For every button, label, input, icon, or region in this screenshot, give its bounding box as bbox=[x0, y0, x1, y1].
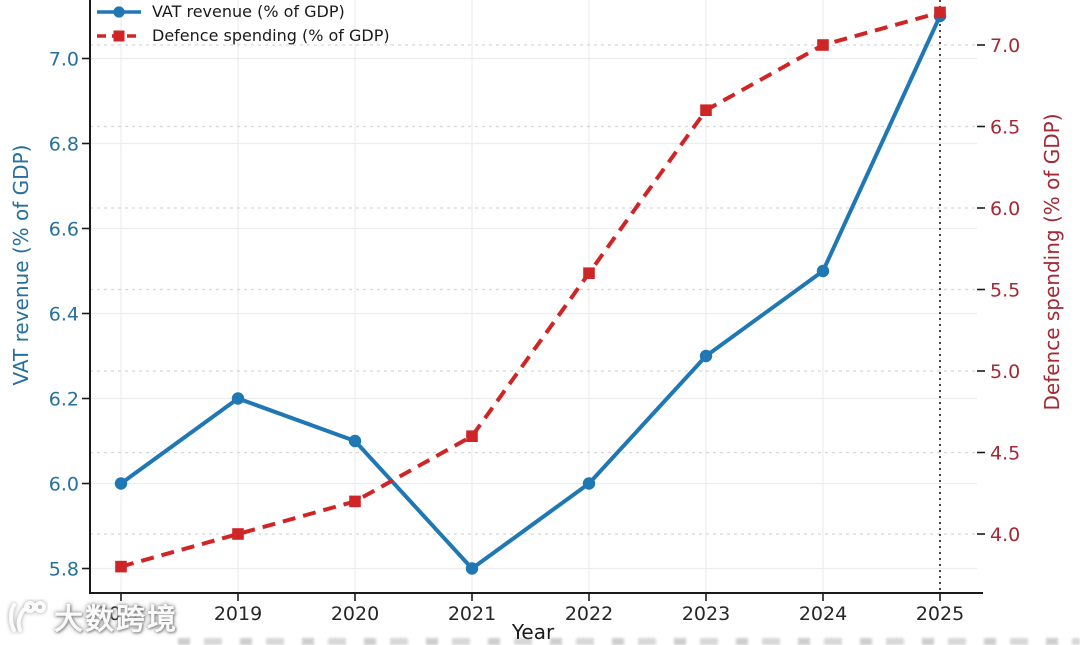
defence-spending-of-gdp-marker bbox=[232, 528, 244, 540]
cropped-text-remnant bbox=[178, 638, 1080, 645]
axes-layer bbox=[82, 0, 985, 601]
vat-revenue-of-gdp-marker bbox=[582, 477, 596, 490]
x-tick-label: 2024 bbox=[799, 603, 847, 625]
defence-spending-of-gdp-marker bbox=[349, 495, 361, 508]
vat-revenue-of-gdp-marker bbox=[816, 264, 830, 278]
x-tick-label: 2023 bbox=[682, 603, 730, 625]
right-axis-title: Defence spending (% of GDP) bbox=[1040, 113, 1064, 411]
vat-revenue-of-gdp-marker bbox=[114, 477, 128, 490]
left-tick-label: 6.6 bbox=[49, 219, 79, 241]
left-tick-label: 6.0 bbox=[49, 474, 79, 496]
grid-layer bbox=[90, 0, 977, 593]
defence-spending-of-gdp-marker bbox=[466, 430, 478, 442]
x-tick-label: 2025 bbox=[916, 603, 964, 625]
defence-spending-of-gdp-marker bbox=[583, 267, 595, 279]
x-tick-label: 2019 bbox=[214, 603, 262, 625]
defence-spending-of-gdp-marker bbox=[700, 104, 712, 116]
left-axis-title: VAT revenue (% of GDP) bbox=[9, 144, 33, 386]
vat-revenue-of-gdp-marker bbox=[231, 392, 245, 405]
vat-revenue-of-gdp-marker bbox=[348, 434, 362, 448]
x-tick-label: 2021 bbox=[448, 603, 496, 625]
legend-label-defence: Defence spending (% of GDP) bbox=[152, 26, 390, 45]
defence-spending-of-gdp-marker bbox=[115, 560, 127, 573]
vat-revenue-of-gdp-marker bbox=[465, 562, 479, 575]
series-layer bbox=[114, 6, 947, 575]
vat-line-swatch-icon bbox=[97, 6, 141, 18]
right-tick-label: 7.0 bbox=[990, 35, 1020, 57]
tick-label-layer: 5.8 6.0 6.2 6.4 6.6 6.8 7.0 4.0 4.5 5.0 5.5 6.0 6.5 7… bbox=[49, 35, 1020, 625]
right-tick-label: 5.5 bbox=[990, 280, 1020, 302]
right-tick-label: 4.5 bbox=[990, 443, 1020, 465]
right-tick-label: 5.0 bbox=[990, 361, 1020, 383]
legend: VAT revenue (% of GDP) Defence spending … bbox=[96, 1, 390, 47]
right-tick-label: 6.5 bbox=[990, 117, 1020, 139]
legend-entry-defence: Defence spending (% of GDP) bbox=[96, 25, 390, 47]
legend-entry-vat: VAT revenue (% of GDP) bbox=[96, 1, 390, 23]
x-tick-label: 2020 bbox=[331, 603, 379, 625]
right-tick-label: 6.0 bbox=[990, 198, 1020, 220]
left-tick-label: 6.4 bbox=[49, 304, 79, 326]
defence-spending-of-gdp-marker bbox=[934, 6, 946, 19]
defence-spending-of-gdp-marker bbox=[817, 39, 829, 51]
defence-line-swatch-icon bbox=[97, 30, 141, 42]
left-tick-label: 6.8 bbox=[49, 134, 79, 156]
vat-revenue-of-gdp-marker bbox=[699, 349, 713, 363]
vat-revenue-of-gdp-line bbox=[119, 15, 942, 571]
left-tick-label: 5.8 bbox=[49, 559, 79, 581]
x-tick-label: 2022 bbox=[565, 603, 613, 625]
right-tick-label: 4.0 bbox=[990, 524, 1020, 546]
defence-spending-of-gdp-line bbox=[120, 10, 941, 569]
left-tick-label: 6.2 bbox=[49, 389, 79, 411]
left-tick-label: 7.0 bbox=[49, 49, 79, 71]
x-axis-title: Year bbox=[511, 620, 555, 644]
legend-label-vat: VAT revenue (% of GDP) bbox=[152, 2, 345, 21]
x-tick-label: 2018 bbox=[97, 603, 145, 625]
